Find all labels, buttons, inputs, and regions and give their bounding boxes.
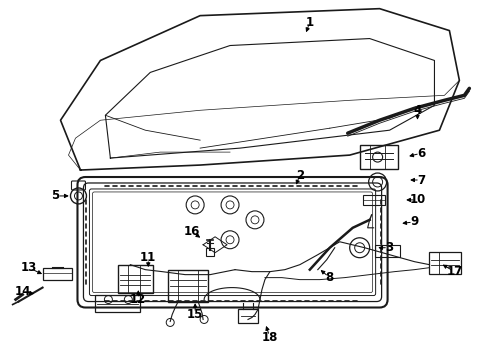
Text: 13: 13 — [20, 261, 37, 274]
Text: 12: 12 — [130, 293, 146, 306]
Text: 14: 14 — [15, 285, 31, 298]
Text: 18: 18 — [261, 331, 278, 344]
Text: 8: 8 — [325, 271, 333, 284]
Text: 5: 5 — [51, 189, 60, 202]
Text: 3: 3 — [385, 241, 393, 254]
Text: 17: 17 — [446, 265, 462, 278]
Text: 4: 4 — [412, 104, 421, 117]
Text: 1: 1 — [305, 16, 313, 29]
Text: 2: 2 — [295, 168, 303, 181]
Text: 11: 11 — [140, 251, 156, 264]
Text: 15: 15 — [186, 308, 203, 321]
Text: 10: 10 — [408, 193, 425, 206]
Text: 6: 6 — [417, 147, 425, 159]
Text: 9: 9 — [409, 215, 418, 228]
Text: 7: 7 — [417, 174, 425, 186]
Text: 16: 16 — [183, 225, 200, 238]
